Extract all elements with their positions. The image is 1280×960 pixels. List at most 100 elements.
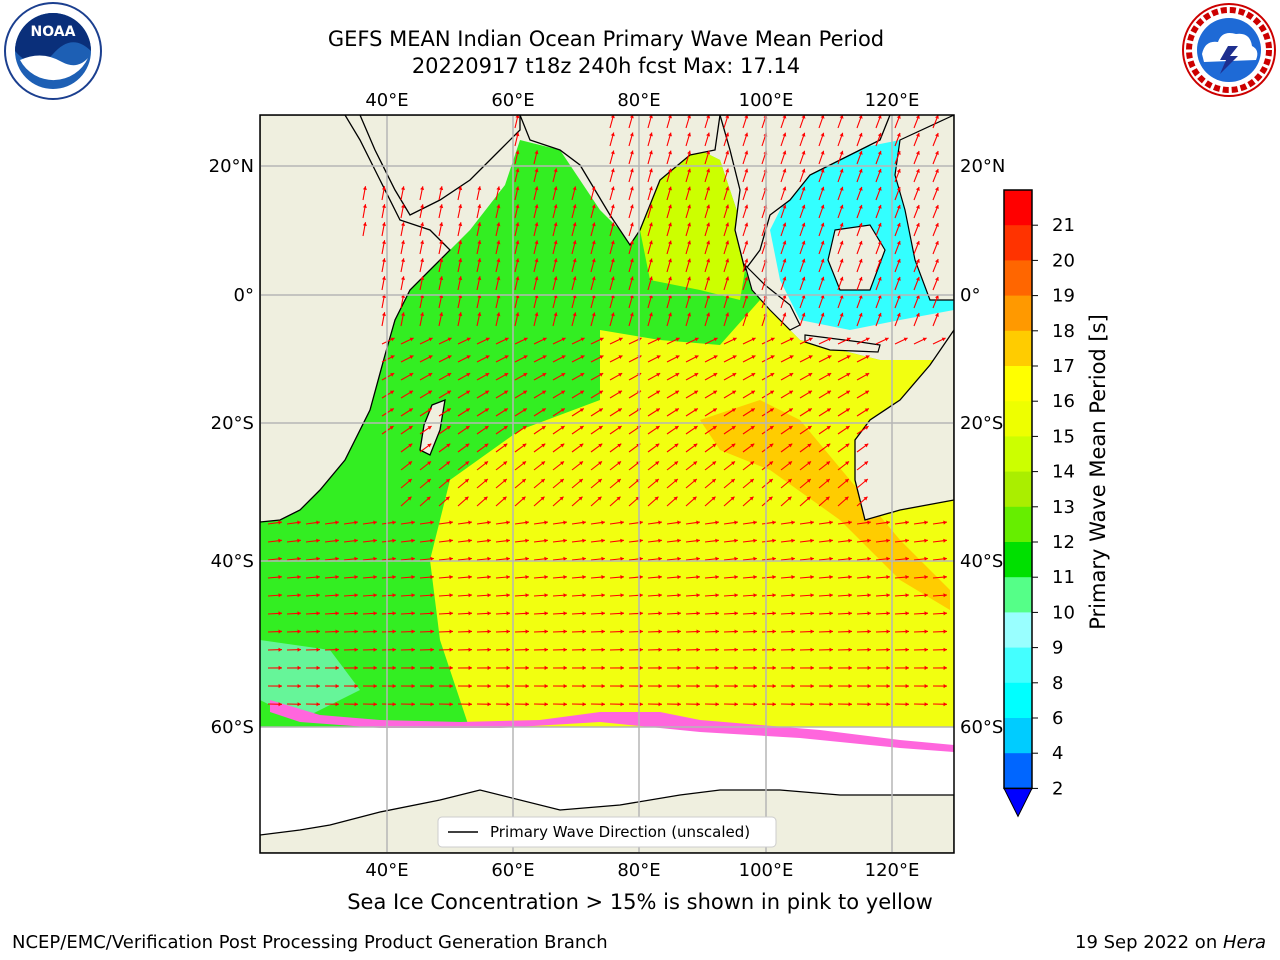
wave-arrow-head: [477, 222, 482, 227]
wave-arrow-head: [658, 575, 662, 580]
wave-arrow-head: [477, 240, 482, 245]
wave-arrow-head: [750, 408, 755, 412]
wave-arrow-head: [772, 702, 776, 707]
wave-arrow-head: [316, 647, 320, 652]
wave-arrow-head: [465, 408, 470, 412]
wave-arrow-head: [807, 443, 812, 448]
wave-arrow-head: [886, 702, 890, 707]
wave-arrow-head: [582, 611, 586, 616]
wave-arrow-head: [485, 355, 490, 359]
wave-arrow-head: [839, 258, 844, 263]
wave-arrow-head: [458, 240, 463, 245]
wave-arrow-head: [525, 629, 529, 634]
wave-arrow-head: [582, 684, 586, 689]
wave-arrow-head: [820, 168, 825, 173]
wave-arrow-head: [801, 258, 806, 263]
lon-ticks-bottom: 40°E 60°E 80°E 100°E 120°E: [365, 860, 919, 881]
wave-arrow-head: [335, 684, 339, 689]
wave-arrow-head: [278, 593, 282, 598]
colorbar-segment: [1004, 506, 1032, 543]
wave-arrow-head: [544, 593, 548, 598]
arabia-landmass: [359, 115, 521, 216]
wave-arrow-head: [392, 684, 396, 689]
wave-arrow-head: [515, 115, 520, 119]
india-landmass: [519, 115, 721, 247]
wave-arrow-head: [770, 355, 775, 359]
wave-arrow-head: [725, 150, 730, 155]
wave-arrow-head: [427, 461, 431, 466]
wave-arrow-head: [629, 186, 634, 191]
colorbar-extend-arrow: [1003, 787, 1033, 818]
wave-arrow-head: [677, 684, 681, 689]
wave-arrow-head: [468, 538, 472, 543]
wave-arrow-head: [598, 443, 603, 448]
wave-arrow-head: [924, 647, 928, 652]
wave-arrow-head: [827, 337, 832, 342]
wave-arrow-head: [864, 461, 868, 466]
wave-arrow-head: [820, 150, 825, 155]
wave-arrow-head: [696, 629, 700, 634]
wave-arrow-head: [658, 702, 662, 707]
wave-arrow-head: [373, 702, 377, 707]
wave-arrow-head: [354, 702, 358, 707]
wave-arrow-head: [446, 408, 451, 412]
wave-arrow-head: [534, 150, 539, 155]
wave-arrow-head: [534, 240, 539, 245]
wave-arrow-head: [943, 556, 947, 561]
colorbar-segment: [1004, 542, 1032, 578]
national-weather-service-logo: [1182, 3, 1276, 97]
wave-arrow-head: [943, 647, 947, 652]
wave-arrow-head: [770, 337, 775, 342]
wave-arrow-head: [553, 186, 558, 191]
wave-arrow-head: [525, 575, 529, 580]
wave-arrow-head: [886, 593, 890, 598]
wave-arrow-head: [407, 496, 412, 501]
wave-arrow-head: [582, 556, 586, 561]
wave-arrow-head: [772, 684, 776, 689]
wave-arrow-head: [316, 538, 320, 543]
wave-arrow-head: [668, 276, 672, 281]
wave-arrow-head: [354, 593, 358, 598]
wave-arrow-head: [390, 337, 395, 342]
wave-arrow-head: [935, 205, 939, 209]
wave-arrow-head: [484, 408, 489, 412]
wave-arrow-head: [848, 520, 852, 525]
wave-arrow-head: [791, 556, 795, 561]
wave-arrow-head: [677, 520, 681, 525]
wave-arrow-head: [825, 496, 830, 501]
wave-arrow-head: [465, 461, 469, 466]
wave-arrow-head: [810, 702, 814, 707]
wave-arrow-head: [297, 556, 301, 561]
wave-arrow-head: [935, 115, 939, 119]
lon-tick-top: 40°E: [365, 90, 408, 111]
wave-arrow-head: [439, 276, 444, 281]
wave-arrow-head: [846, 337, 851, 342]
wave-arrow-head: [732, 373, 737, 377]
wave-arrow-head: [487, 647, 491, 652]
wave-arrow-head: [572, 240, 577, 245]
wave-arrow-head: [297, 702, 301, 707]
wave-arrow-head: [789, 337, 794, 342]
wave-arrow-head: [744, 115, 749, 119]
wave-arrow-head: [560, 443, 565, 448]
wave-arrow-head: [839, 186, 844, 191]
wave-arrow-head: [687, 168, 691, 173]
lat-ticks-right: 20°N 0° 20°S 40°S 60°S: [960, 156, 1005, 738]
wave-arrow-head: [468, 629, 472, 634]
wave-arrow-head: [810, 520, 814, 525]
wave-arrow-head: [877, 150, 882, 155]
wave-arrow-head: [544, 556, 548, 561]
wave-arrow-head: [848, 593, 852, 598]
wave-arrow-head: [674, 408, 679, 412]
wave-arrow-head: [935, 259, 939, 263]
wave-arrow-head: [677, 647, 681, 652]
wave-arrow-head: [935, 295, 939, 299]
wave-arrow-head: [713, 390, 717, 395]
wave-arrow-head: [753, 575, 757, 580]
map-legend: Primary Wave Direction (unscaled): [437, 816, 777, 848]
wave-arrow-head: [656, 355, 661, 359]
wave-arrow-head: [791, 575, 795, 580]
wave-arrow-head: [572, 258, 577, 263]
wave-arrow-head: [426, 479, 431, 483]
wave-arrow-head: [751, 373, 756, 377]
